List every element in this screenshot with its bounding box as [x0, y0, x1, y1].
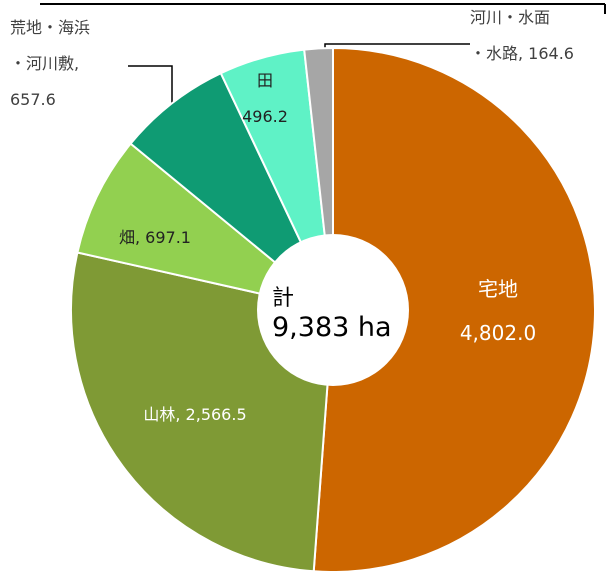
center-title: 計 [272, 286, 295, 311]
center-total: 9,383 ha [272, 312, 392, 343]
data-label: 田 496.2 [242, 71, 288, 126]
data-label: 荒地・海浜 ・河川敷, 657.6 [10, 18, 91, 109]
wedge [76, 142, 334, 311]
donut-hole [257, 234, 409, 386]
data-label: 畑, 697.1 [119, 228, 191, 247]
wedge [312, 46, 596, 571]
data-label: 宅地 4,802.0 [459, 277, 537, 345]
wedge [129, 71, 334, 311]
data-label: 山林, 2,566.5 [143, 405, 247, 424]
data-label: 河川・水面 ・水路, 164.6 [470, 8, 574, 63]
